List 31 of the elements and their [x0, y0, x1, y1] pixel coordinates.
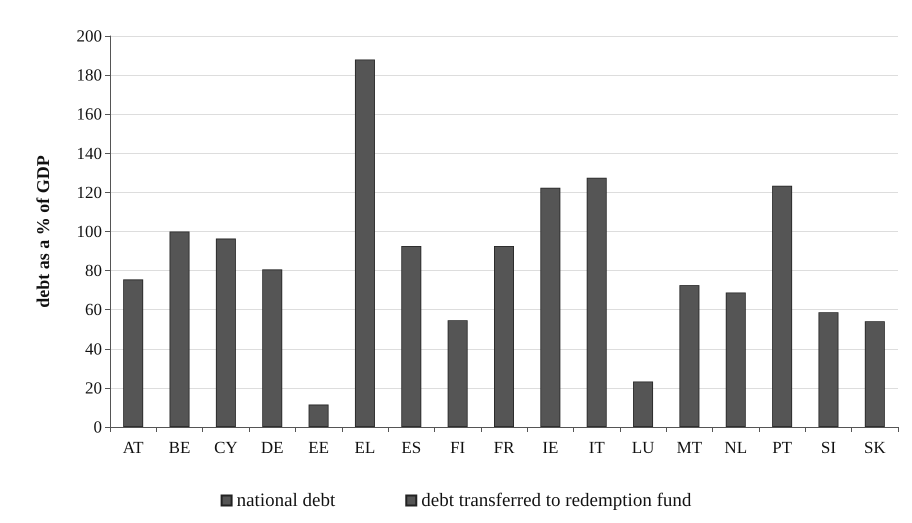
x-tick-label: BE: [168, 438, 190, 457]
y-tick-label: 60: [85, 300, 102, 320]
y-tick-label: 40: [85, 339, 102, 358]
x-tick-label: LU: [632, 438, 654, 457]
x-tick-label: SI: [820, 438, 836, 457]
y-tick-label: 20: [85, 378, 102, 398]
y-tick-label: 80: [85, 261, 102, 280]
legend-label: national debt: [236, 490, 336, 511]
x-tick-label: NL: [724, 438, 748, 457]
y-tick-label: 200: [76, 26, 102, 46]
x-tick-label: FR: [494, 438, 516, 457]
y-tick-label: 160: [76, 104, 102, 124]
y-tick-label: 140: [76, 144, 102, 163]
x-tick-label: IE: [542, 438, 558, 457]
legend-label: debt transferred to redemption fund: [421, 490, 692, 511]
x-tick-label: AT: [122, 438, 144, 457]
y-axis-title: debt as a % of GDP: [33, 155, 53, 308]
x-tick-label: IT: [588, 438, 606, 457]
y-tick-label: 100: [76, 222, 102, 241]
x-tick-label: PT: [772, 438, 793, 457]
x-tick-label: MT: [676, 438, 703, 457]
x-tick-label: DE: [260, 438, 284, 457]
y-tick-label: 180: [76, 66, 102, 85]
y-tick-label: 120: [76, 182, 102, 202]
x-tick-label: FI: [450, 438, 466, 457]
x-tick-label: CY: [214, 438, 238, 457]
x-tick-label: EE: [308, 438, 329, 457]
x-tick-label: ES: [401, 438, 422, 457]
x-tick-label: SK: [864, 438, 886, 457]
x-tick-label: EL: [354, 438, 376, 457]
y-tick-label: 0: [94, 418, 102, 436]
